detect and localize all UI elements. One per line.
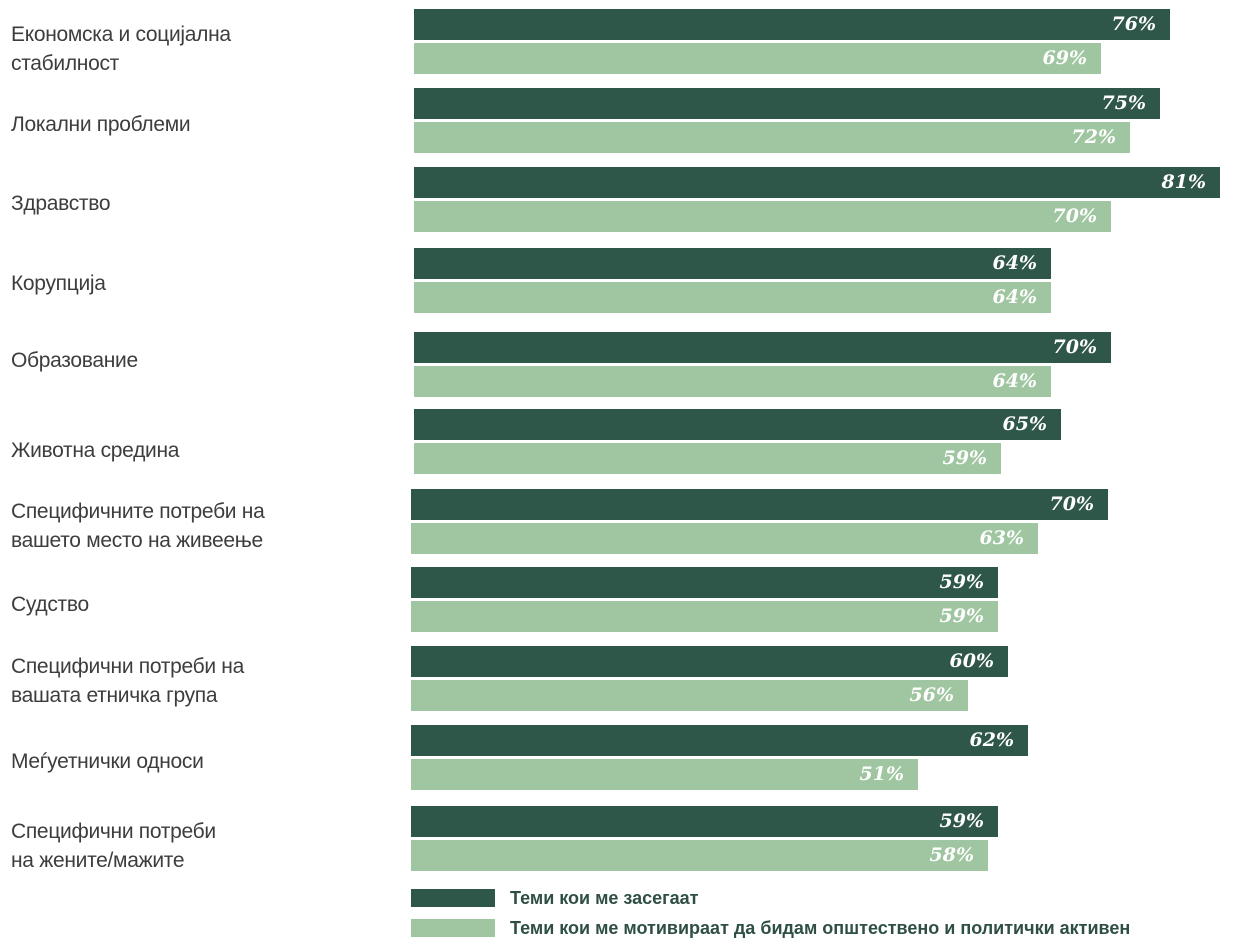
data-label: 59% xyxy=(939,605,985,627)
bar-motivated xyxy=(411,840,988,871)
bar-motivated xyxy=(411,523,1038,554)
legend-swatch-affected xyxy=(411,889,495,907)
data-label: 56% xyxy=(909,684,955,706)
data-label: 70% xyxy=(1052,205,1098,227)
data-label: 64% xyxy=(992,252,1038,274)
bar-motivated xyxy=(414,443,1001,474)
data-label: 64% xyxy=(992,370,1038,392)
bar-affected xyxy=(414,88,1160,119)
data-label: 63% xyxy=(979,527,1025,549)
bar-motivated xyxy=(411,759,918,790)
bar-affected xyxy=(411,567,998,598)
data-label: 76% xyxy=(1111,13,1157,35)
data-label: 51% xyxy=(859,763,905,785)
legend-label-affected: Теми кои ме засегаат xyxy=(510,888,699,908)
data-label: 64% xyxy=(992,286,1038,308)
category-label: Животна средина xyxy=(11,439,180,462)
bar-affected xyxy=(411,646,1008,677)
category-label: Економска и социјална стабилност xyxy=(11,23,231,75)
legend-label-motivated: Теми кои ме мотивираат да бидам општеств… xyxy=(510,918,1131,938)
bar-motivated xyxy=(411,601,998,632)
bar-affected xyxy=(411,725,1028,756)
bar-motivated xyxy=(414,122,1130,153)
category-label: Корупција xyxy=(11,272,106,295)
bar-affected xyxy=(414,9,1170,40)
bar-motivated xyxy=(414,43,1101,74)
bar-motivated xyxy=(414,282,1051,313)
category-label: Здравство xyxy=(11,192,111,215)
data-label: 70% xyxy=(1049,493,1095,515)
category-label: Специфични потреби на жените/мажите xyxy=(11,820,216,872)
data-label: 59% xyxy=(942,447,988,469)
data-label: 59% xyxy=(939,571,985,593)
bar-affected xyxy=(414,248,1051,279)
category-label: Меѓуетнички односи xyxy=(11,750,204,773)
category-label: Специфични потреби на вашата етничка гру… xyxy=(11,655,244,707)
category-label: Образование xyxy=(11,349,138,372)
data-label: 62% xyxy=(969,729,1015,751)
bar-affected xyxy=(414,167,1220,198)
data-label: 70% xyxy=(1052,336,1098,358)
bar-affected xyxy=(414,409,1061,440)
data-label: 69% xyxy=(1042,47,1088,69)
data-label: 65% xyxy=(1002,413,1048,435)
category-label: Локални проблеми xyxy=(11,113,191,136)
bar-affected xyxy=(411,806,998,837)
bar-motivated xyxy=(414,201,1111,232)
legend-swatch-motivated xyxy=(411,919,495,937)
data-label: 58% xyxy=(929,844,975,866)
category-label: Судство xyxy=(11,593,89,616)
bar-motivated xyxy=(414,366,1051,397)
data-label: 75% xyxy=(1101,92,1147,114)
data-label: 60% xyxy=(949,650,995,672)
bar-affected xyxy=(414,332,1111,363)
category-label: Специфичните потреби на вашето место на … xyxy=(11,500,265,552)
bar-motivated xyxy=(411,680,968,711)
data-label: 59% xyxy=(939,810,985,832)
data-label: 81% xyxy=(1161,171,1207,193)
data-label: 72% xyxy=(1071,126,1117,148)
bar-affected xyxy=(411,489,1108,520)
